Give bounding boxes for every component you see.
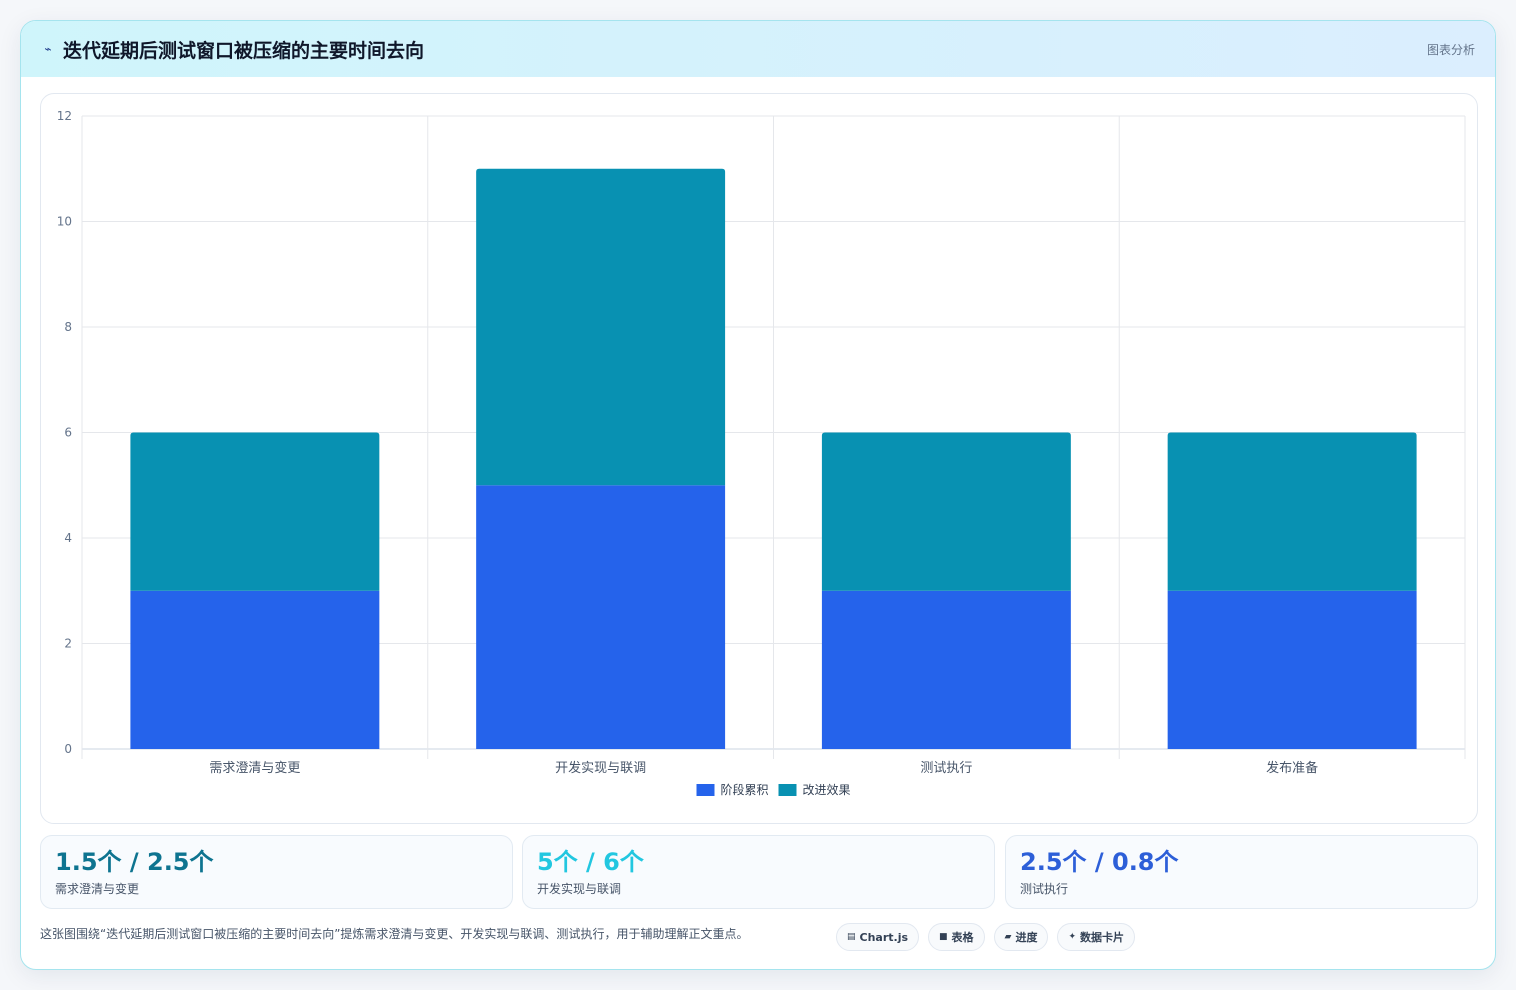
progress-icon: ▰ [1004, 932, 1012, 942]
bar-segment [821, 432, 1071, 591]
y-tick-label: 6 [64, 426, 72, 440]
legend-swatch [696, 784, 715, 796]
chart-icon: ▤ [847, 932, 856, 942]
stat-label: 需求澄清与变更 [55, 882, 140, 896]
bar-segment [130, 432, 380, 591]
chip-label: 表格 [951, 931, 974, 944]
chip-label: Chart.js [859, 930, 909, 944]
chart-line-icon: ⌁ [44, 42, 52, 56]
stat-card-3: 2.5个 / 0.8个 测试执行 [1005, 835, 1478, 909]
y-tick-label: 2 [64, 637, 72, 651]
bar-segment [821, 590, 1071, 749]
bar-segment [476, 168, 726, 486]
page-title: 迭代延期后测试窗口被压缩的主要时间去向 [63, 39, 425, 62]
x-tick-label: 发布准备 [1266, 760, 1318, 776]
stat-label: 开发实现与联调 [537, 882, 622, 896]
chip-chartjs[interactable]: ▤ Chart.js [836, 923, 920, 951]
stat-value: 1.5个 / 2.5个 [55, 848, 214, 876]
chip-label: 进度 [1015, 931, 1038, 944]
x-tick-label: 需求澄清与变更 [209, 760, 300, 776]
x-tick-label: 测试执行 [920, 761, 972, 776]
chip-table[interactable]: ■ 表格 [928, 923, 985, 951]
title-wrap: ⌁ 迭代延期后测试窗口被压缩的主要时间去向 [41, 36, 424, 63]
table-icon: ■ [939, 932, 948, 942]
legend-swatch [778, 784, 797, 796]
y-tick-label: 0 [64, 742, 72, 756]
chip-label: 数据卡片 [1080, 931, 1125, 944]
chart-card: ⌁ 迭代延期后测试窗口被压缩的主要时间去向 图表分析 0 2 4 6 8 10 12 需求澄清… [20, 20, 1496, 970]
x-tick-label: 开发实现与联调 [555, 760, 646, 776]
header-tag: 图表分析 [1426, 42, 1475, 57]
sparkle-icon: ✦ [1068, 932, 1077, 942]
card-header: ⌁ 迭代延期后测试窗口被压缩的主要时间去向 图表分析 [21, 21, 1495, 77]
chip-row: ▤ Chart.js ■ 表格 ▰ 进度 ✦ 数据卡片 [836, 923, 1144, 951]
y-tick-label: 4 [64, 531, 72, 545]
bar-segment [476, 485, 726, 749]
stat-value: 5个 / 6个 [537, 848, 644, 876]
bar-segment [1167, 590, 1417, 749]
y-tick-label: 12 [57, 109, 72, 123]
legend-label: 改进效果 [803, 782, 851, 797]
stat-label: 测试执行 [1020, 882, 1069, 896]
y-tick-label: 8 [64, 320, 72, 334]
bar-segment [130, 590, 380, 749]
stat-card-1: 1.5个 / 2.5个 需求澄清与变更 [40, 835, 513, 909]
footer-note: 这张图围绕“迭代延期后测试窗口被压缩的主要时间去向”提炼需求澄清与变更、开发实现… [40, 927, 749, 941]
chip-progress[interactable]: ▰ 进度 [993, 923, 1049, 951]
chart-panel: 0 2 4 6 8 10 12 需求澄清与变更 开发实现与联调 测试执行 发布准备阶段累积 改进效果 [40, 93, 1478, 824]
legend-label: 阶段累积 [721, 782, 769, 797]
y-tick-label: 10 [57, 215, 72, 229]
chip-data-card[interactable]: ✦ 数据卡片 [1057, 923, 1136, 951]
stat-card-2: 5个 / 6个 开发实现与联调 [522, 835, 995, 909]
stat-value: 2.5个 / 0.8个 [1020, 848, 1179, 876]
bar-segment [1167, 432, 1417, 591]
